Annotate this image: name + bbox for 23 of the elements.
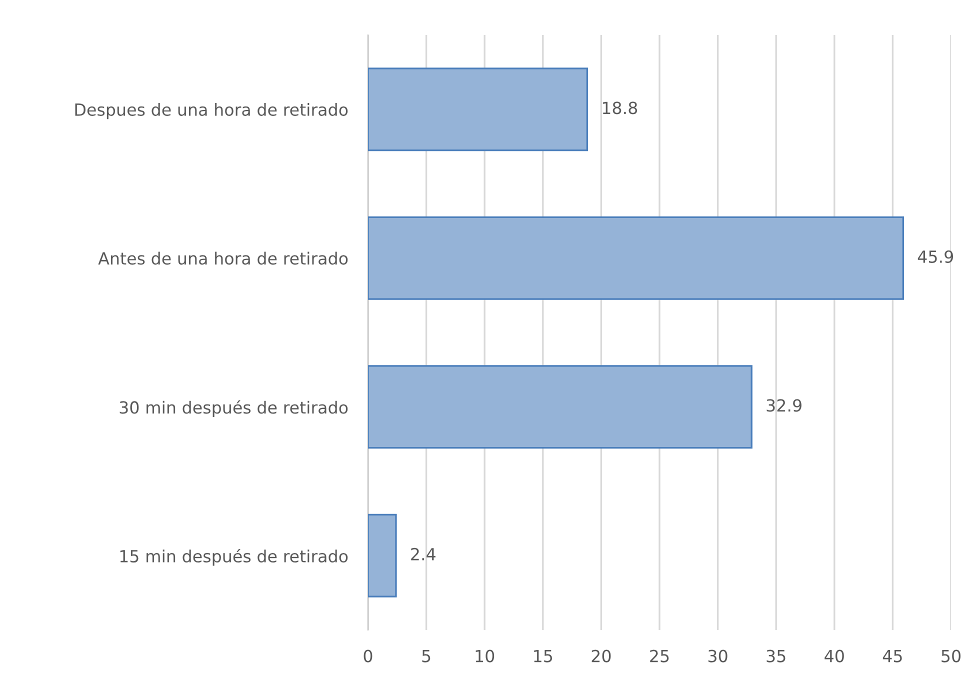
- y-tick-label: Antes de una hora de retirado: [98, 252, 348, 265]
- bar: [368, 68, 588, 152]
- x-tick-label: 40: [824, 650, 844, 662]
- x-tick-label: 30: [708, 650, 728, 662]
- x-tick-label: 5: [422, 650, 430, 662]
- bar: [368, 365, 752, 449]
- data-label: 2.4: [411, 548, 436, 560]
- x-tick-label: 10: [476, 650, 494, 662]
- y-tick-label: Despues de una hora de retirado: [75, 103, 348, 120]
- y-tick-label: 30 min después de retirado: [120, 400, 348, 418]
- x-tick-label: 45: [882, 650, 902, 662]
- x-tick-label: 25: [650, 650, 669, 662]
- data-label: 18.8: [602, 102, 638, 114]
- bar: [368, 514, 397, 598]
- x-tick-label: 50: [942, 650, 960, 662]
- data-label: 45.9: [918, 250, 954, 263]
- x-tick-label: 20: [592, 650, 611, 662]
- data-label: 32.9: [766, 399, 802, 412]
- x-tick-label: 15: [534, 650, 552, 662]
- x-tick-label: 35: [766, 650, 786, 662]
- y-tick-label: 15 min después de retirado: [120, 548, 348, 566]
- bar: [368, 216, 904, 300]
- x-tick-label: 0: [364, 650, 372, 662]
